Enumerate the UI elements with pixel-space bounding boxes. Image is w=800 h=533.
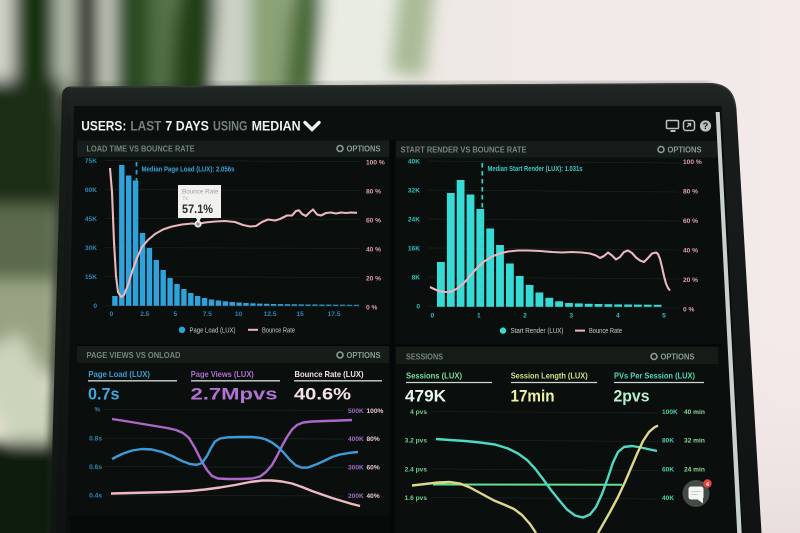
svg-text:80%: 80% [367, 436, 380, 443]
svg-text:7s: 7s [182, 196, 188, 202]
svg-text:Sessions (LUX): Sessions (LUX) [406, 372, 462, 381]
svg-text:400K: 400K [348, 436, 364, 443]
svg-text:30K: 30K [85, 245, 97, 252]
svg-text:80 %: 80 % [683, 188, 698, 195]
svg-text:%: % [94, 407, 100, 414]
svg-text:4: 4 [616, 313, 620, 320]
svg-text:Start Render (LUX): Start Render (LUX) [511, 328, 564, 335]
svg-text:60 %: 60 % [683, 218, 698, 225]
svg-text:8K: 8K [412, 274, 421, 281]
svg-text:60 %: 60 % [366, 217, 381, 224]
svg-text:80K: 80K [662, 437, 674, 444]
svg-text:4: 4 [706, 482, 710, 488]
svg-text:7.5: 7.5 [203, 311, 212, 318]
svg-text:5: 5 [662, 313, 666, 320]
svg-text:75K: 75K [85, 158, 97, 165]
svg-text:0: 0 [416, 303, 420, 310]
svg-text:57.1%: 57.1% [182, 202, 213, 216]
svg-text:100%: 100% [367, 408, 384, 415]
svg-text:1: 1 [477, 313, 481, 320]
svg-text:40 min: 40 min [684, 409, 705, 416]
svg-text:Median Page Load (LUX): 2.056s: Median Page Load (LUX): 2.056s [142, 165, 235, 174]
svg-text:40%: 40% [367, 493, 380, 500]
svg-text:PAGE VIEWS VS ONLOAD: PAGE VIEWS VS ONLOAD [87, 351, 181, 360]
svg-text:?: ? [703, 121, 709, 131]
svg-text:START RENDER VS BOUNCE RATE: START RENDER VS BOUNCE RATE [401, 146, 527, 155]
svg-text:0.7s: 0.7s [88, 386, 120, 404]
svg-text:4 pvs: 4 pvs [410, 409, 427, 416]
svg-text:15K: 15K [85, 274, 97, 281]
svg-text:3: 3 [569, 313, 573, 320]
svg-text:100K: 100K [662, 409, 678, 416]
svg-text:0.6s: 0.6s [89, 464, 102, 471]
svg-text:60%: 60% [367, 465, 380, 472]
svg-text:60K: 60K [662, 466, 674, 473]
svg-text:24 min: 24 min [684, 466, 705, 473]
svg-text:2.5: 2.5 [140, 311, 149, 318]
svg-text:OPTIONS: OPTIONS [668, 145, 702, 154]
svg-text:5: 5 [173, 311, 177, 318]
svg-text:60K: 60K [85, 187, 97, 194]
svg-text:PVs Per Session (LUX): PVs Per Session (LUX) [614, 372, 695, 381]
svg-text:OPTIONS: OPTIONS [347, 351, 381, 360]
svg-text:20 %: 20 % [366, 275, 381, 282]
svg-text:20 %: 20 % [683, 277, 698, 284]
svg-text:0: 0 [110, 311, 114, 318]
svg-text:17.5: 17.5 [328, 311, 341, 318]
svg-text:479K: 479K [405, 388, 446, 406]
svg-text:3.2 pvs: 3.2 pvs [405, 437, 428, 444]
svg-text:7 DAYS: 7 DAYS [165, 118, 209, 134]
svg-text:0: 0 [430, 313, 434, 320]
svg-text:0.8s: 0.8s [89, 435, 102, 442]
svg-text:0 %: 0 % [683, 306, 694, 313]
svg-text:40K: 40K [662, 495, 674, 502]
svg-text:40 %: 40 % [683, 247, 698, 254]
svg-text:SESSIONS: SESSIONS [406, 353, 443, 362]
svg-text:300K: 300K [348, 465, 364, 472]
svg-text:Bounce Rate: Bounce Rate [262, 327, 295, 334]
svg-text:80 %: 80 % [366, 188, 381, 195]
svg-text:2pvs: 2pvs [614, 388, 650, 406]
svg-text:16K: 16K [408, 245, 420, 252]
svg-text:Bounce Rate: Bounce Rate [589, 328, 622, 335]
svg-text:100 %: 100 % [683, 159, 702, 166]
svg-text:32 min: 32 min [684, 437, 705, 444]
svg-text:0: 0 [93, 303, 97, 310]
svg-text:LOAD TIME VS BOUNCE RATE: LOAD TIME VS BOUNCE RATE [87, 145, 195, 154]
svg-text:0 %: 0 % [366, 304, 377, 311]
svg-text:Median Start Render (LUX): 1.0: Median Start Render (LUX): 1.031s [488, 164, 583, 173]
svg-text:0.4s: 0.4s [89, 492, 102, 499]
svg-text:17min: 17min [511, 388, 555, 406]
svg-text:40K: 40K [408, 158, 420, 165]
svg-text:USING: USING [213, 118, 248, 134]
svg-text:Bounce Rate: Bounce Rate [182, 189, 219, 196]
svg-text:40 %: 40 % [366, 246, 381, 253]
svg-text:32K: 32K [408, 187, 420, 194]
svg-text:Page Views (LUX): Page Views (LUX) [191, 370, 254, 379]
svg-text:100 %: 100 % [366, 159, 385, 166]
svg-text:2.4 pvs: 2.4 pvs [405, 466, 428, 473]
svg-text:MEDIAN: MEDIAN [252, 118, 301, 134]
svg-text:40.6%: 40.6% [294, 386, 351, 404]
svg-text:OPTIONS: OPTIONS [347, 144, 381, 153]
svg-text:24K: 24K [408, 216, 420, 223]
svg-text:OPTIONS: OPTIONS [661, 352, 695, 361]
svg-text:500K: 500K [348, 408, 364, 415]
svg-text:45K: 45K [85, 216, 97, 223]
svg-text:Page Load (LUX): Page Load (LUX) [190, 327, 236, 334]
svg-text:200K: 200K [348, 493, 364, 500]
svg-text:Session Length (LUX): Session Length (LUX) [511, 372, 588, 381]
svg-text:12.5: 12.5 [264, 311, 277, 318]
svg-text:2: 2 [523, 313, 527, 320]
svg-text:2.7Mpvs: 2.7Mpvs [191, 386, 278, 404]
svg-text:LAST: LAST [130, 118, 161, 134]
svg-text:15: 15 [296, 311, 304, 318]
svg-text:Bounce Rate (LUX): Bounce Rate (LUX) [295, 370, 364, 379]
svg-text:Page Load (LUX): Page Load (LUX) [88, 370, 150, 379]
svg-text:1.6 pvs: 1.6 pvs [405, 495, 428, 502]
svg-text:10: 10 [235, 311, 243, 318]
svg-text:USERS:: USERS: [81, 118, 126, 134]
